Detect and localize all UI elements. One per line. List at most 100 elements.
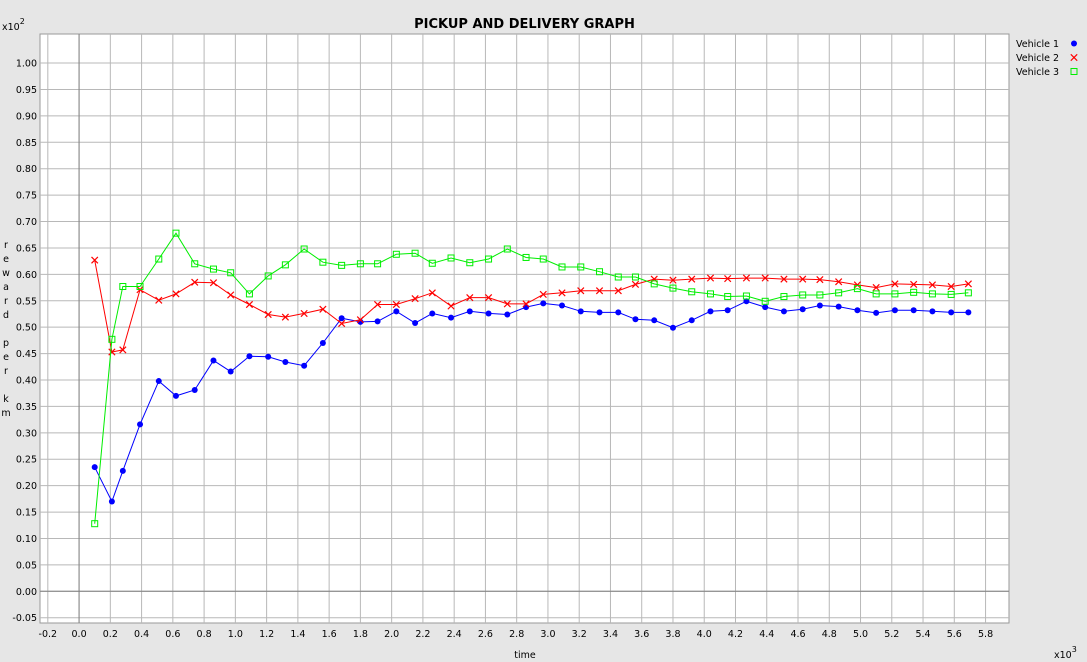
y-tick-label: 0.50 xyxy=(16,323,37,334)
series-vehicle-3 xyxy=(91,229,972,528)
legend-item-vehicle-3: Vehicle 3 xyxy=(1016,67,1078,78)
cross-stroke xyxy=(558,289,566,297)
data-point xyxy=(614,287,622,295)
x-tick-label: 2.8 xyxy=(509,629,524,640)
cross-stroke xyxy=(799,275,807,283)
data-point xyxy=(91,520,99,528)
data-point xyxy=(227,291,235,299)
cross-stroke xyxy=(155,296,163,304)
plot-area xyxy=(39,33,1010,624)
data-point xyxy=(447,302,455,310)
y-tick-label: 0.25 xyxy=(16,455,37,466)
x-tick-label: 1.0 xyxy=(228,629,243,640)
cross-stroke xyxy=(245,300,254,309)
x-tick-label: 2.4 xyxy=(447,629,462,640)
data-point xyxy=(688,288,696,296)
data-point xyxy=(761,274,769,282)
cross-stroke xyxy=(853,281,862,289)
cross-stroke xyxy=(872,283,880,292)
data-point xyxy=(466,293,474,302)
y-tick-label: 0.10 xyxy=(16,534,37,545)
data-point xyxy=(108,498,115,505)
data-point xyxy=(392,300,400,309)
data-point xyxy=(227,368,234,375)
data-point xyxy=(136,283,144,291)
y-tick-label: 0.40 xyxy=(16,376,37,387)
data-point xyxy=(119,467,126,474)
cross-stroke xyxy=(522,300,530,308)
y-tick-label: 0.45 xyxy=(16,349,37,360)
cross-stroke xyxy=(816,276,824,284)
series-vehicle-2 xyxy=(91,256,972,356)
y-tick-label: 0.75 xyxy=(16,191,37,202)
cross-stroke xyxy=(172,290,180,298)
data-point xyxy=(743,298,750,305)
legend-label: Vehicle 1 xyxy=(1016,39,1059,50)
x-tick-label: 5.6 xyxy=(947,629,962,640)
data-point xyxy=(428,259,436,267)
data-point xyxy=(466,308,473,315)
data-point xyxy=(706,290,714,298)
data-point xyxy=(319,258,327,266)
x-tick-label: 4.4 xyxy=(759,629,774,640)
data-point xyxy=(374,318,381,325)
legend-item-vehicle-1: Vehicle 1 xyxy=(1016,39,1077,50)
data-point xyxy=(356,260,364,268)
data-point xyxy=(780,293,788,301)
data-point xyxy=(669,276,677,284)
cross-stroke xyxy=(761,274,769,282)
data-point xyxy=(724,274,732,283)
cross-stroke xyxy=(300,309,308,318)
data-point xyxy=(281,313,290,321)
x-tick-label: 2.6 xyxy=(478,629,493,640)
data-point xyxy=(835,303,842,310)
x-tick-label: 2.0 xyxy=(384,629,399,640)
series-layer xyxy=(91,229,972,528)
data-point xyxy=(910,307,917,314)
cross-stroke xyxy=(503,300,511,308)
cross-stroke xyxy=(338,319,346,328)
cross-stroke xyxy=(209,279,218,287)
data-point xyxy=(319,305,327,313)
data-point xyxy=(965,309,972,316)
data-point xyxy=(108,348,116,356)
y-tick-label: 0.80 xyxy=(16,164,37,175)
data-point xyxy=(155,255,163,263)
data-point xyxy=(392,250,400,258)
data-point xyxy=(484,293,493,302)
data-point xyxy=(412,319,419,326)
data-point xyxy=(210,357,217,364)
data-point xyxy=(523,304,530,311)
data-point xyxy=(172,392,179,399)
cross-stroke xyxy=(281,313,290,321)
data-point xyxy=(155,378,162,385)
x-tick-label: 5.8 xyxy=(978,629,993,640)
data-point xyxy=(762,304,769,311)
data-point xyxy=(411,295,419,303)
data-point xyxy=(688,317,695,324)
data-point xyxy=(707,308,714,315)
data-point xyxy=(503,300,511,308)
y-tick-label: 0.00 xyxy=(16,587,37,598)
cross-stroke xyxy=(91,256,99,264)
y-label-letter: p xyxy=(3,338,9,349)
data-point xyxy=(137,421,144,428)
x-tick-label: 5.0 xyxy=(853,629,868,640)
x-tick-label: 1.8 xyxy=(353,629,368,640)
data-point xyxy=(816,291,824,299)
data-point xyxy=(373,300,382,309)
x-tick-label: 5.4 xyxy=(915,629,930,640)
data-point xyxy=(301,362,308,369)
cross-stroke xyxy=(614,287,622,295)
data-point xyxy=(948,309,955,316)
cross-stroke xyxy=(910,280,918,289)
data-point xyxy=(540,300,547,307)
data-point xyxy=(780,275,788,283)
data-point xyxy=(651,317,658,324)
legend: Vehicle 1 Vehicle 2 Vehicle 3 xyxy=(1016,39,1078,78)
data-point xyxy=(91,464,98,471)
data-point xyxy=(338,319,346,328)
data-point xyxy=(503,245,511,253)
data-point xyxy=(282,359,289,366)
data-point xyxy=(466,259,474,267)
